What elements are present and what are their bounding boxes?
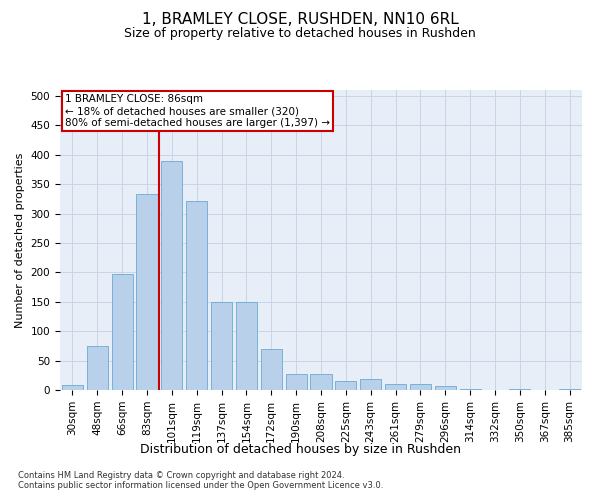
Bar bbox=[261, 349, 282, 390]
Bar bbox=[286, 374, 307, 390]
Y-axis label: Number of detached properties: Number of detached properties bbox=[15, 152, 25, 328]
Bar bbox=[360, 379, 381, 390]
Text: Contains public sector information licensed under the Open Government Licence v3: Contains public sector information licen… bbox=[18, 480, 383, 490]
Bar bbox=[186, 200, 207, 390]
Bar bbox=[460, 389, 481, 390]
Bar bbox=[435, 386, 456, 390]
Bar bbox=[310, 374, 332, 390]
Bar bbox=[62, 386, 83, 390]
Text: 1, BRAMLEY CLOSE, RUSHDEN, NN10 6RL: 1, BRAMLEY CLOSE, RUSHDEN, NN10 6RL bbox=[142, 12, 458, 28]
Bar bbox=[87, 346, 108, 390]
Bar bbox=[211, 302, 232, 390]
Text: 1 BRAMLEY CLOSE: 86sqm
← 18% of detached houses are smaller (320)
80% of semi-de: 1 BRAMLEY CLOSE: 86sqm ← 18% of detached… bbox=[65, 94, 330, 128]
Text: Size of property relative to detached houses in Rushden: Size of property relative to detached ho… bbox=[124, 28, 476, 40]
Bar bbox=[410, 384, 431, 390]
Bar bbox=[136, 194, 158, 390]
Text: Contains HM Land Registry data © Crown copyright and database right 2024.: Contains HM Land Registry data © Crown c… bbox=[18, 470, 344, 480]
Bar bbox=[236, 302, 257, 390]
Text: Distribution of detached houses by size in Rushden: Distribution of detached houses by size … bbox=[139, 442, 461, 456]
Bar bbox=[161, 160, 182, 390]
Bar bbox=[335, 381, 356, 390]
Bar bbox=[385, 384, 406, 390]
Bar bbox=[112, 274, 133, 390]
